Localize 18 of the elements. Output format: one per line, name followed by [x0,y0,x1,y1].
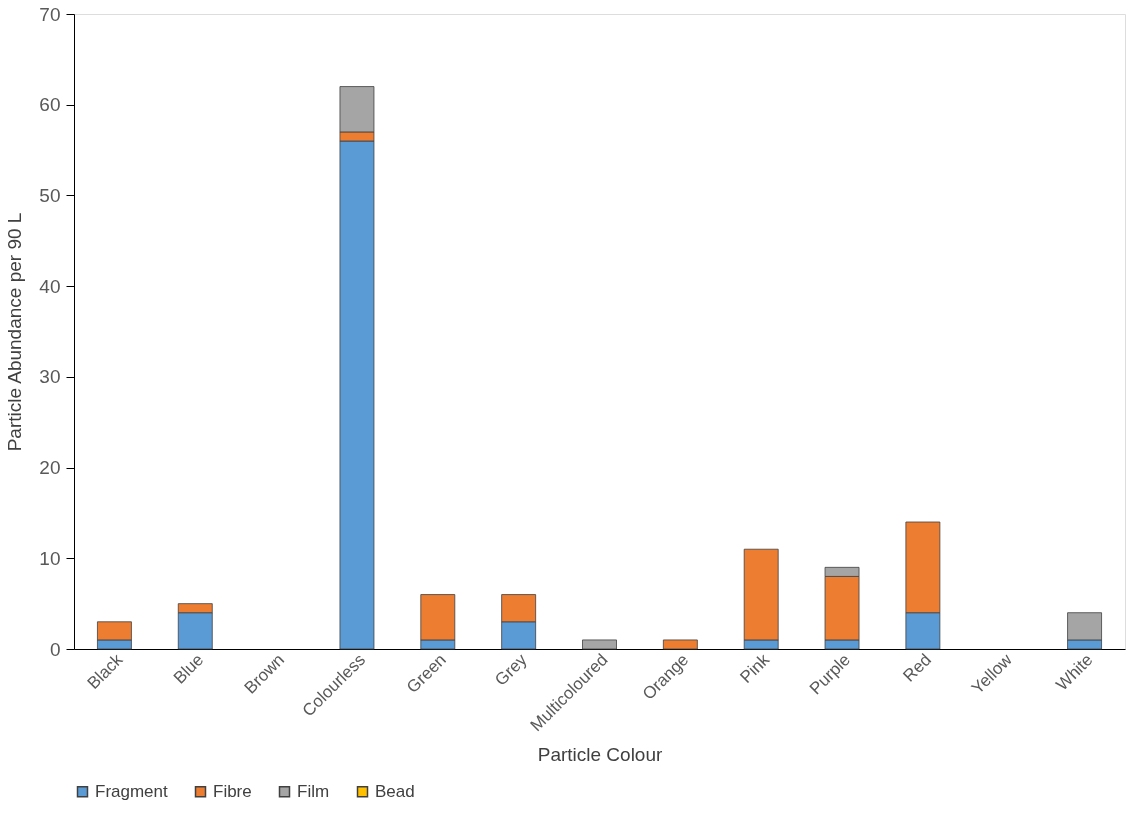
y-tick-label: 20 [39,457,61,479]
y-axis-title: Particle Abundance per 90 L [4,212,26,452]
legend-label: Bead [375,781,415,801]
y-tick-label: 30 [39,366,61,388]
x-axis-title: Particle Colour [537,744,663,766]
legend-label: Fibre [213,781,252,801]
bar [662,639,698,650]
y-tick-label: 0 [49,638,61,660]
y-tick-label: 10 [39,547,61,569]
legend-label: Fragment [95,781,169,801]
y-tick-label: 50 [39,184,61,206]
y-tick-label: 40 [39,275,61,297]
y-tick-label: 60 [39,94,61,116]
legend-label: Film [297,781,330,801]
y-tick-label: 70 [39,3,61,25]
bar [582,639,617,650]
x-tick-label: Pink [736,649,774,687]
x-tick-label: Blue [169,650,208,688]
